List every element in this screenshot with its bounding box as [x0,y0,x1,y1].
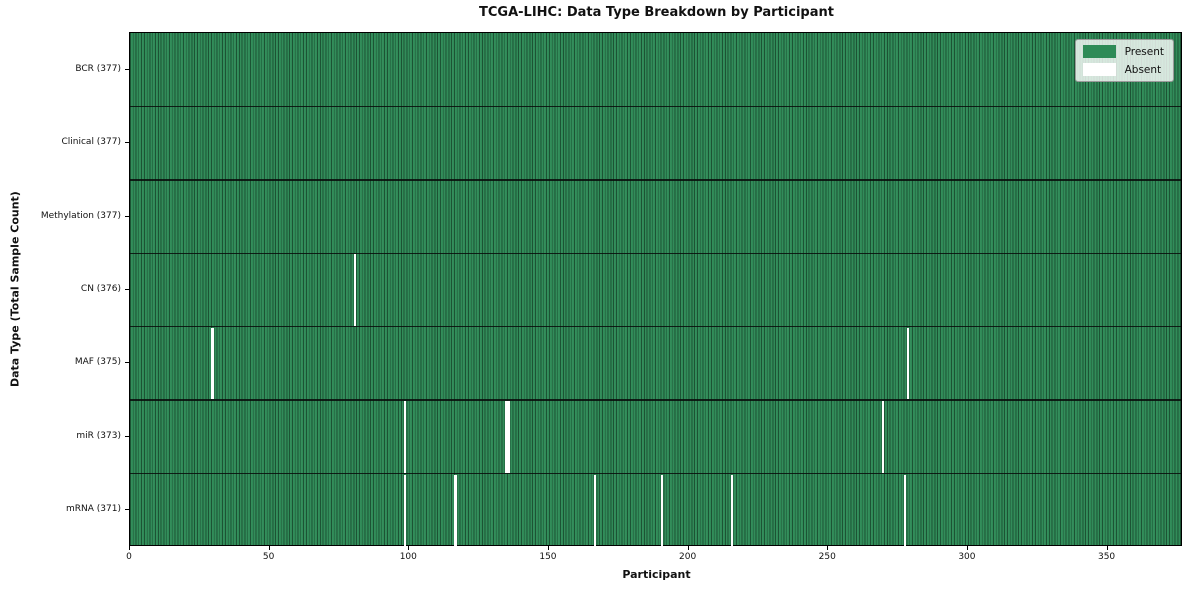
x-tick-mark [966,546,968,550]
x-tick-mark [268,546,270,550]
x-tick-label-50: 50 [262,552,275,562]
x-tick-mark [129,546,130,550]
legend-item-present: Present [1082,45,1164,58]
y-tick-mark [125,362,129,364]
absent-cell-miR-134 [504,401,507,473]
y-tick-mark [125,215,129,217]
row-separator [130,472,1181,475]
absent-cell-CN-80 [353,254,356,326]
plot-area: Present Absent [129,32,1182,546]
y-tick-label-CN: CN (376) [80,284,121,294]
legend: Present Absent [1074,39,1174,82]
y-tick-mark [125,142,129,144]
absent-cell-mRNA-98 [403,474,407,546]
x-tick-label-250: 250 [818,552,836,562]
present-swatch-icon [1082,45,1116,58]
y-tick-label-Clinical: Clinical (377) [61,137,121,148]
chart-title: TCGA-LIHC: Data Type Breakdown by Partic… [479,5,834,20]
absent-cell-miR-98 [403,401,407,473]
absent-cell-mRNA-277 [903,474,907,546]
legend-label-present: Present [1124,45,1164,58]
y-tick-label-mRNA: mRNA (371) [66,504,121,515]
x-tick-label-0: 0 [126,552,132,562]
x-tick-label-150: 150 [539,552,557,562]
x-tick-mark [408,546,410,550]
x-tick-mark [687,546,689,550]
absent-cell-MAF-29 [211,327,214,400]
x-tick-label-100: 100 [399,552,417,562]
row-separator [130,252,1181,254]
absent-swatch-icon [1082,63,1116,76]
absent-cell-mRNA-166 [593,474,597,546]
row-separator [130,179,1181,181]
x-tick-label-200: 200 [679,552,697,562]
x-tick-mark [547,546,549,550]
y-tick-label-Methylation: Methylation (377) [40,210,121,221]
absent-cell-MAF-278 [906,327,910,400]
y-tick-mark [125,68,129,70]
y-tick-mark [125,509,129,511]
y-tick-label-BCR: BCR (377) [75,63,121,74]
y-tick-mark [125,289,129,290]
x-axis-label: Participant [622,568,691,581]
x-tick-mark [1106,546,1108,550]
absent-cell-miR-135 [507,401,510,473]
x-tick-mark [827,546,829,550]
absent-cell-mRNA-215 [730,474,734,546]
row-separator [130,399,1181,401]
absent-cell-miR-269 [881,401,884,473]
legend-label-absent: Absent [1124,63,1162,76]
row-separator [130,105,1181,108]
absent-cell-mRNA-190 [660,474,664,546]
y-tick-label-miR: miR (373) [76,430,121,441]
row-separator [130,326,1181,328]
y-tick-label-MAF: MAF (375) [74,357,121,368]
legend-item-absent: Absent [1082,63,1164,76]
x-tick-label-350: 350 [1097,552,1116,562]
x-tick-label-300: 300 [958,552,976,562]
absent-cell-mRNA-116 [454,474,457,546]
y-tick-mark [125,435,129,437]
